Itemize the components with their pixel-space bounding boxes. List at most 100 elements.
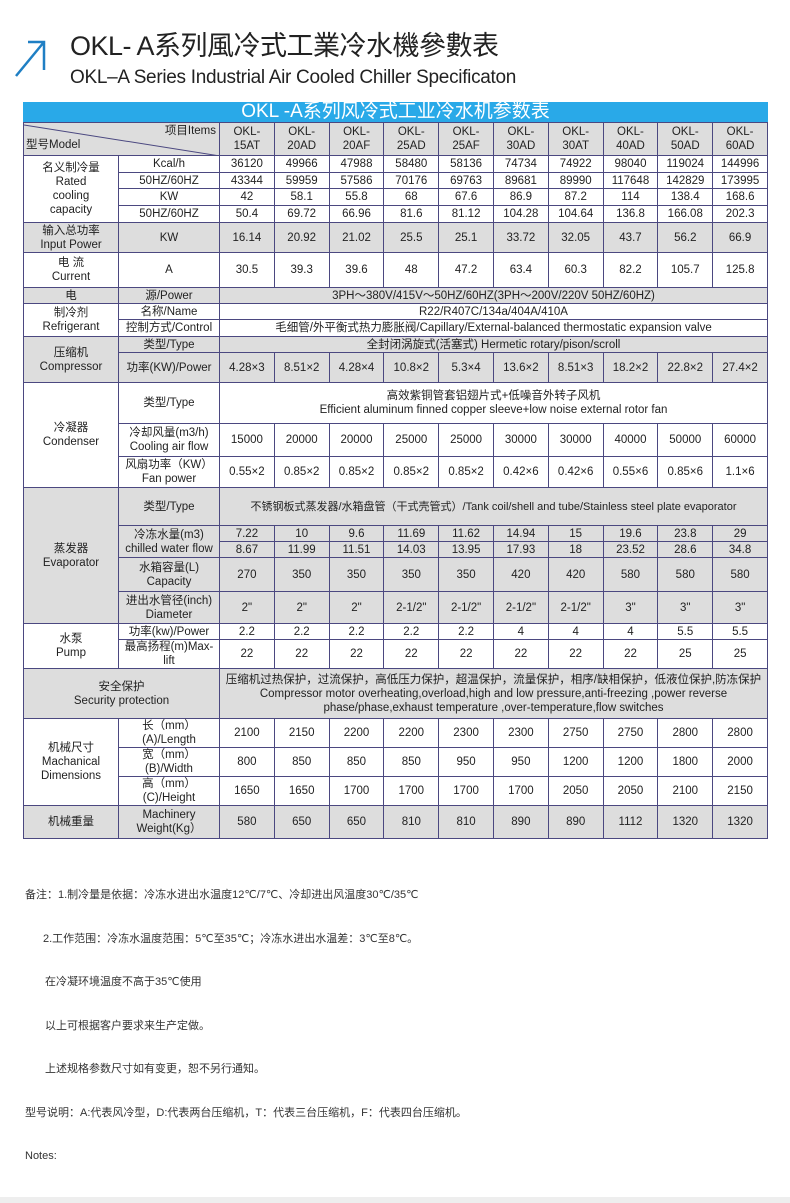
- table-cell: 36120: [219, 155, 275, 173]
- table-cell: 0.85×2: [328, 456, 385, 488]
- table-row: 输入总功率 Input Power KW 16.14 20.92 21.02 25.5 25…: [23, 222, 768, 253]
- table-cell: 60.3: [547, 252, 604, 288]
- table-cell: 11.69: [383, 525, 440, 542]
- table-cell: 0.42×6: [492, 456, 549, 488]
- table-cell: 30.5: [219, 252, 275, 288]
- table-cell: 30000: [492, 423, 549, 457]
- table-cell: 580: [219, 805, 275, 839]
- table-cell: 1320: [712, 805, 768, 839]
- row-label: 宽（mm）(B)/Width: [118, 747, 220, 777]
- table-cell: 2300: [438, 718, 494, 748]
- table-cell: 168.6: [712, 188, 768, 206]
- model-header: OKL- 20AD: [273, 122, 330, 156]
- table-cell: 22: [492, 639, 549, 669]
- table-row: 型号Model 项目Items OKL- 15AT OKL- 20AD OKL- 20A…: [23, 122, 768, 156]
- table-row: 水箱容量(L) Capacity 270 350 350 350 350 420 420 580…: [24, 557, 768, 592]
- table-cell: 2100: [657, 776, 714, 806]
- table-cell: 2750: [602, 718, 659, 748]
- table-cell: 98040: [602, 155, 659, 173]
- table-cell: 81.6: [383, 205, 440, 223]
- row-label: 风扇功率（KW） Fan power: [118, 456, 220, 488]
- table-cell: 2100: [219, 718, 275, 748]
- table-cell: 2-1/2": [438, 591, 494, 624]
- table-cell: 67.6: [438, 188, 494, 206]
- table-cell: 2-1/2": [547, 591, 604, 624]
- table-cell: 2-1/2": [383, 591, 440, 624]
- table-cell: 20000: [328, 423, 385, 457]
- unit-label: 50HZ/60HZ: [118, 172, 220, 189]
- table-cell: 2050: [547, 776, 604, 806]
- spec-table-container: OKL -A系列风冷式工业冷水机参数表 型号Model 项目Items OKL- 1…: [0, 102, 790, 1203]
- row-label: 名称/Name: [118, 303, 220, 320]
- table-row: 安全保护 Security protection 压缩机过热保护，过流保护，高低压…: [23, 668, 768, 719]
- table-cell: 11.99: [273, 541, 330, 558]
- table-cell: 4: [547, 623, 604, 640]
- dimensions-label: 机械尺寸 Machanical Dimensions: [23, 718, 119, 806]
- table-cell: 2800: [712, 718, 768, 748]
- table-row: 电 流 Current A 30.5 39.3 39.6 48 47.2 63.4 60.3 82…: [23, 252, 768, 288]
- page-title-en: OKL–A Series Industrial Air Cooled Chill…: [70, 67, 517, 88]
- security-value: 压缩机过热保护，过流保护，高低压力保护，超温保护，流量保护，相序/缺相保护，低液…: [219, 668, 768, 719]
- refrigerant-name: R22/R407C/134a/404A/410A: [219, 303, 768, 320]
- table-cell: 28.6: [657, 541, 714, 558]
- table-cell: 20.92: [273, 222, 330, 253]
- table-cell: 3": [712, 591, 768, 624]
- table-cell: 1320: [657, 805, 714, 839]
- table-cell: 3": [657, 591, 714, 624]
- table-cell: 2150: [273, 718, 330, 748]
- table-cell: 2": [219, 591, 275, 624]
- table-cell: 22: [438, 639, 494, 669]
- table-cell: 40000: [602, 423, 659, 457]
- table-cell: 0.85×2: [273, 456, 330, 488]
- refrigerant-control: 毛细管/外平衡式热力膨胀阀/Capillary/External-balance…: [219, 319, 768, 337]
- table-cell: 138.4: [657, 188, 714, 206]
- row-label: 控制方式/Control: [118, 319, 220, 337]
- table-row: 控制方式/Control 毛细管/外平衡式热力膨胀阀/Capillary/Exte…: [24, 319, 768, 337]
- page-title-cn: OKL- A系列風冷式工業冷水機參數表: [70, 31, 499, 61]
- table-cell: 48: [383, 252, 440, 288]
- table-cell: 2150: [712, 776, 768, 806]
- table-cell: 18: [547, 541, 604, 558]
- table-cell: 114: [602, 188, 659, 206]
- table-cell: 25000: [383, 423, 440, 457]
- table-row: 电源/Power 3PH～380V/415V～50HZ/60HZ(3PH～200V…: [23, 287, 768, 304]
- note-line: 备注：1.制冷量是依据：冷冻水进出水温度12℃/7℃、冷却进出风温度30℃/35…: [25, 889, 419, 901]
- table-cell: 14.94: [492, 525, 549, 542]
- table-row: 机械尺寸 Machanical Dimensions 长（mm）(A)/Lengt…: [23, 718, 768, 806]
- row-label: 高（mm）(C)/Height: [118, 776, 220, 806]
- table-cell: 43344: [219, 172, 275, 189]
- table-cell: 850: [383, 747, 440, 777]
- table-cell: 1700: [328, 776, 385, 806]
- table-cell: 18.2×2: [602, 352, 659, 383]
- table-cell: 1112: [602, 805, 659, 839]
- table-cell: 2000: [712, 747, 768, 777]
- power-label: 源/Power: [118, 287, 220, 304]
- table-cell: 19.6: [602, 525, 659, 542]
- table-cell: 8.51×3: [547, 352, 604, 383]
- items-label: 项目Items: [164, 125, 216, 137]
- row-label: 进出水管径(inch) Diameter: [118, 591, 220, 624]
- table-cell: 43.7: [602, 222, 659, 253]
- evaporator-label: 蒸发器 Evaporator: [23, 487, 119, 624]
- row-label: Machinery Weight(Kg）: [118, 805, 220, 839]
- weight-label: 机械重量: [23, 805, 119, 839]
- table-cell: 23.8: [657, 525, 714, 542]
- refrigerant-label: 制冷剂 Refrigerant: [23, 303, 119, 337]
- table-row: 最高扬程(m)Max-lift 22 22 22 22 22 22 22 22 25 25: [24, 639, 768, 669]
- table-cell: 1200: [602, 747, 659, 777]
- table-cell: 82.2: [602, 252, 659, 288]
- model-header: OKL- 25AF: [438, 122, 494, 156]
- table-cell: 33.72: [492, 222, 549, 253]
- condenser-type: 高效紫铜管套铝翅片式+低噪音外转子风机 Efficient aluminum f…: [219, 382, 768, 424]
- table-cell: 104.28: [492, 205, 549, 223]
- model-label: 型号Model: [26, 139, 81, 151]
- table-cell: 50.4: [219, 205, 275, 223]
- table-cell: 10: [273, 525, 330, 542]
- table-cell: 850: [273, 747, 330, 777]
- table-cell: 15000: [219, 423, 275, 457]
- row-label: 长（mm）(A)/Length: [118, 718, 220, 748]
- table-cell: 49966: [273, 155, 330, 173]
- table-cell: 2.2: [273, 623, 330, 640]
- table-cell: 2200: [328, 718, 385, 748]
- table-cell: 56.2: [657, 222, 714, 253]
